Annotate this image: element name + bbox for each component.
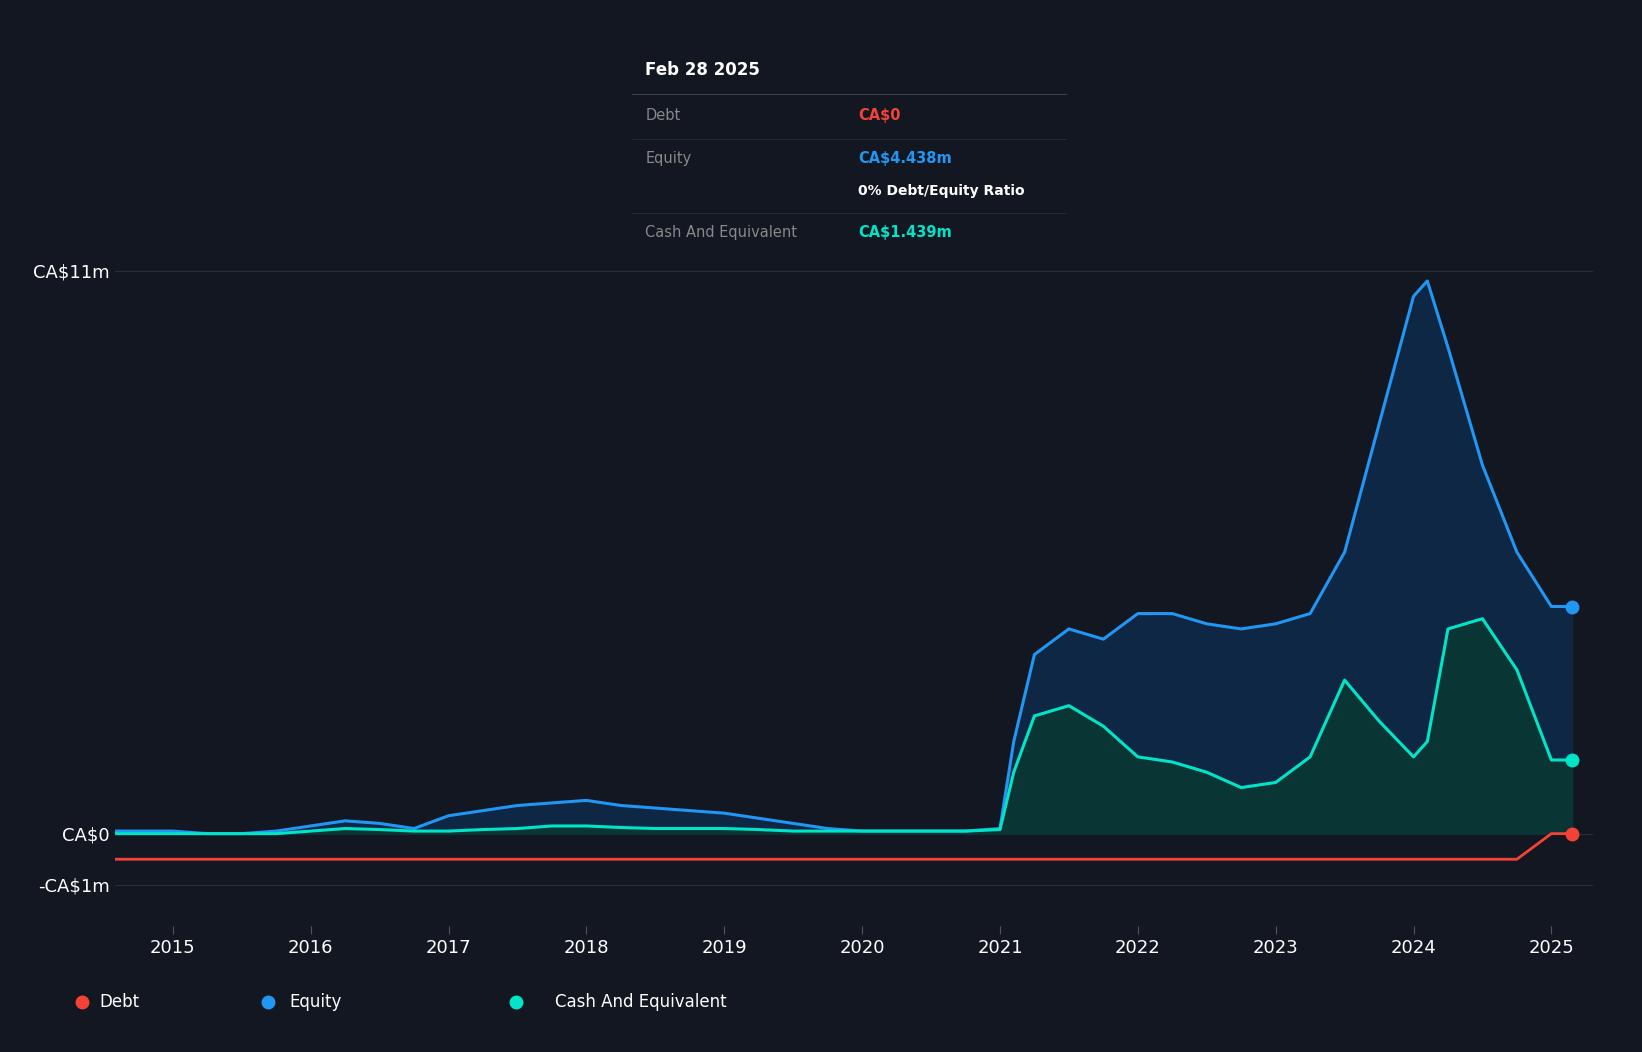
Text: Equity: Equity xyxy=(289,993,342,1011)
Text: Equity: Equity xyxy=(645,151,691,166)
Text: CA$1.439m: CA$1.439m xyxy=(859,225,952,240)
Text: 0% Debt/Equity Ratio: 0% Debt/Equity Ratio xyxy=(859,184,1025,198)
Text: Debt: Debt xyxy=(645,108,680,123)
Text: Cash And Equivalent: Cash And Equivalent xyxy=(555,993,727,1011)
Text: Cash And Equivalent: Cash And Equivalent xyxy=(645,225,798,240)
Text: Feb 28 2025: Feb 28 2025 xyxy=(645,61,760,79)
Text: Debt: Debt xyxy=(99,993,140,1011)
Text: CA$0: CA$0 xyxy=(859,108,901,123)
Text: CA$4.438m: CA$4.438m xyxy=(859,151,952,166)
